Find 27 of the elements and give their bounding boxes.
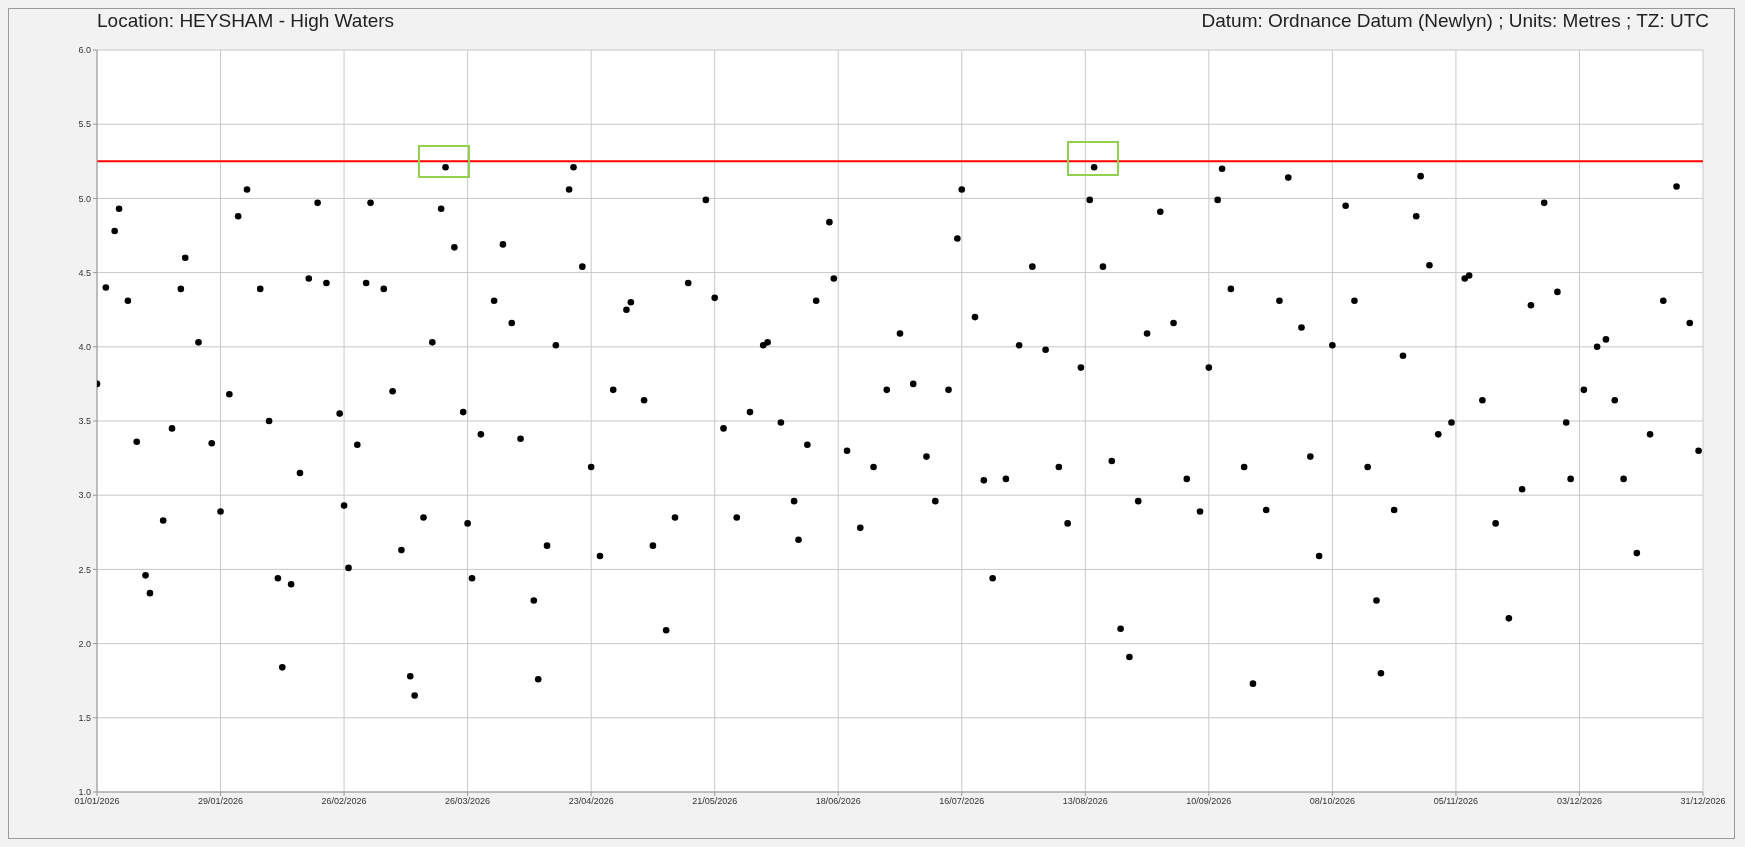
y-tick-label: 5.5 bbox=[78, 119, 91, 130]
x-tick-label: 03/12/2026 bbox=[1556, 796, 1602, 807]
y-tick-label: 3.0 bbox=[78, 490, 91, 501]
x-tick-label: 08/10/2026 bbox=[1309, 796, 1355, 807]
x-tick-label: 18/06/2026 bbox=[815, 796, 861, 807]
x-tick-label: 23/04/2026 bbox=[568, 796, 614, 807]
y-tick-label: 2.0 bbox=[78, 638, 91, 649]
chart-title: Location: HEYSHAM - High Waters bbox=[97, 10, 395, 32]
y-tick-label: 6.0 bbox=[78, 45, 91, 56]
y-tick-label: 1.0 bbox=[78, 787, 91, 798]
y-tick-label: 4.0 bbox=[78, 341, 91, 352]
x-tick-label: 26/02/2026 bbox=[321, 796, 367, 807]
x-tick-label: 21/05/2026 bbox=[692, 796, 738, 807]
y-tick-label: 5.0 bbox=[78, 193, 91, 204]
x-tick-label: 31/12/2026 bbox=[1680, 796, 1726, 807]
x-tick-label: 16/07/2026 bbox=[939, 796, 985, 807]
x-tick-label: 13/08/2026 bbox=[1062, 796, 1108, 807]
x-tick-label: 26/03/2026 bbox=[445, 796, 491, 807]
chart-subtitle: Datum: Ordnance Datum (Newlyn) ; Units: Metres ; TZ: UTC bbox=[1201, 10, 1709, 32]
y-tick-label: 3.5 bbox=[78, 416, 91, 427]
y-tick-label: 4.5 bbox=[78, 267, 91, 278]
y-tick-label: 2.5 bbox=[78, 564, 91, 575]
x-tick-label: 10/09/2026 bbox=[1186, 796, 1232, 807]
x-tick-label: 29/01/2026 bbox=[198, 796, 244, 807]
y-tick-label: 1.5 bbox=[78, 712, 91, 723]
x-tick-label: 05/11/2026 bbox=[1433, 796, 1479, 807]
x-tick-label: 01/01/2026 bbox=[74, 796, 120, 807]
